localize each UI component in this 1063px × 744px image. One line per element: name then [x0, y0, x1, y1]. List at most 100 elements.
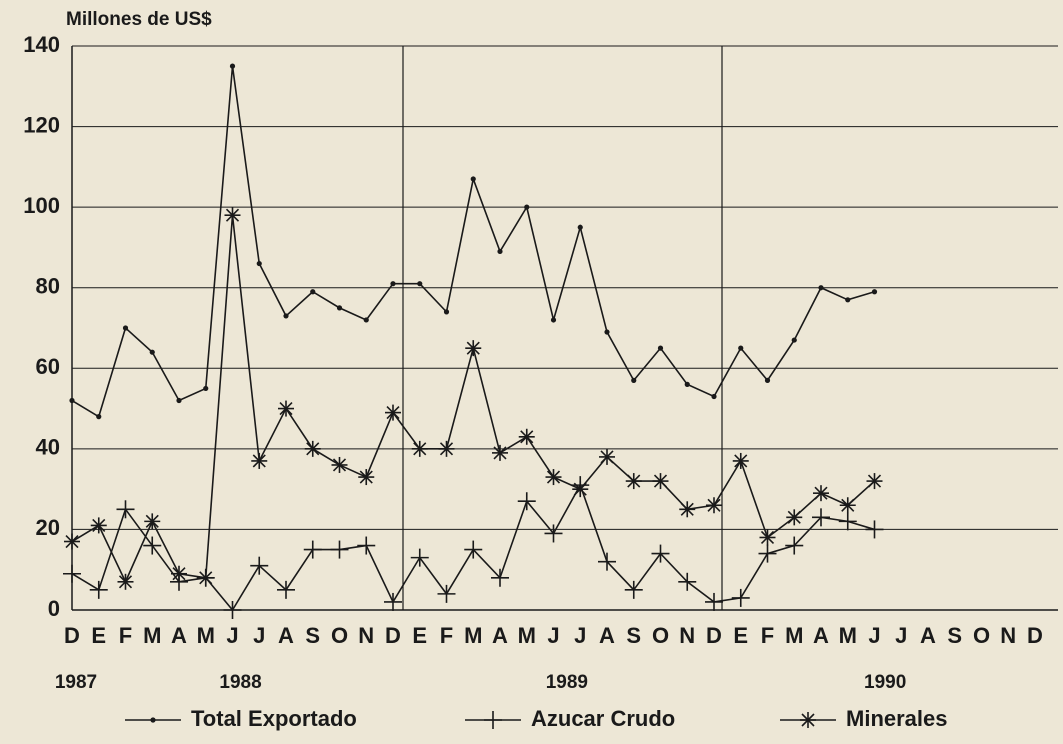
marker-stroke [359, 470, 373, 484]
marker [336, 305, 343, 311]
year-label: 1988 [219, 672, 261, 693]
marker-dot [336, 305, 343, 311]
x-tick-label: A [278, 623, 294, 648]
marker [684, 381, 690, 387]
marker [492, 444, 508, 461]
marker-stroke [493, 446, 507, 460]
marker [89, 580, 108, 599]
marker [572, 481, 589, 498]
marker [171, 565, 187, 582]
year-label: 1987 [55, 672, 97, 693]
marker [203, 385, 209, 392]
marker [229, 63, 236, 69]
marker-dot [657, 345, 664, 351]
marker [599, 448, 615, 465]
marker-dot [363, 317, 369, 323]
marker-stroke [734, 454, 748, 468]
x-tick-label: F [440, 623, 453, 648]
x-tick-label: M [143, 623, 161, 648]
marker-stroke [199, 571, 213, 585]
marker [358, 469, 375, 486]
legend-item: Minerales [780, 706, 948, 731]
marker-stroke [814, 486, 828, 500]
x-tick-label: J [547, 623, 559, 648]
marker [250, 556, 269, 575]
marker [443, 309, 450, 315]
marker [122, 325, 129, 331]
marker [278, 400, 294, 417]
marker [845, 297, 851, 303]
marker-dot [604, 329, 610, 335]
x-tick-label: E [733, 623, 748, 648]
marker-dot [122, 325, 129, 331]
marker [624, 580, 643, 599]
marker [785, 536, 804, 555]
marker-stroke [867, 474, 882, 488]
x-tick-label: M [518, 623, 536, 648]
x-tick-label: D [64, 623, 80, 648]
marker-stroke [787, 510, 801, 524]
marker [813, 485, 829, 502]
x-tick-label: S [305, 623, 320, 648]
marker [437, 584, 456, 603]
marker-stroke [306, 442, 320, 456]
legend-label: Total Exportado [191, 706, 357, 731]
marker-dot [818, 285, 824, 291]
marker [711, 393, 717, 400]
x-tick-label: M [464, 623, 482, 648]
marker-dot [845, 297, 851, 303]
marker-stroke [332, 458, 347, 472]
y-tick-label: 60 [36, 354, 60, 379]
marker-dot [577, 224, 583, 230]
marker [550, 317, 557, 323]
x-tick-label: O [973, 623, 990, 648]
marker [738, 345, 744, 351]
marker [818, 285, 824, 291]
marker-dot [764, 377, 771, 383]
marker [223, 601, 242, 619]
marker-stroke [386, 406, 400, 420]
legend-item: Total Exportado [125, 706, 357, 731]
x-tick-label: M [785, 623, 803, 648]
marker-dot [738, 345, 744, 351]
marker-stroke [279, 402, 293, 416]
x-tick-label: D [385, 623, 401, 648]
marker-dot [390, 281, 396, 287]
marker [577, 224, 583, 230]
marker [69, 397, 75, 404]
marker-dot [176, 397, 182, 404]
marker [484, 711, 502, 729]
marker-dot [443, 309, 450, 315]
x-tick-label: S [626, 623, 641, 648]
marker [705, 592, 723, 611]
marker [625, 473, 642, 490]
marker [330, 540, 349, 559]
marker-dot [150, 717, 156, 723]
marker-dot [229, 63, 236, 69]
marker [357, 536, 376, 555]
marker [657, 345, 664, 351]
marker [759, 529, 776, 546]
marker [838, 512, 857, 531]
marker [277, 580, 295, 599]
marker-stroke [760, 530, 775, 545]
marker [545, 469, 562, 486]
x-tick-label: F [761, 623, 774, 648]
marker [839, 497, 856, 514]
marker-dot [69, 397, 75, 404]
marker-stroke [225, 208, 240, 222]
marker [732, 452, 749, 469]
legend-item: Azucar Crudo [465, 706, 675, 731]
marker [96, 414, 102, 420]
x-tick-label: J [574, 623, 586, 648]
marker-stroke [466, 341, 480, 355]
marker [758, 544, 777, 563]
marker-dot [149, 349, 155, 355]
x-tick-label: J [226, 623, 238, 648]
year-label: 1989 [546, 672, 588, 693]
marker [731, 588, 750, 607]
marker [64, 533, 80, 550]
x-tick-label: M [839, 623, 857, 648]
marker [150, 717, 156, 723]
marker-dot [283, 313, 289, 319]
